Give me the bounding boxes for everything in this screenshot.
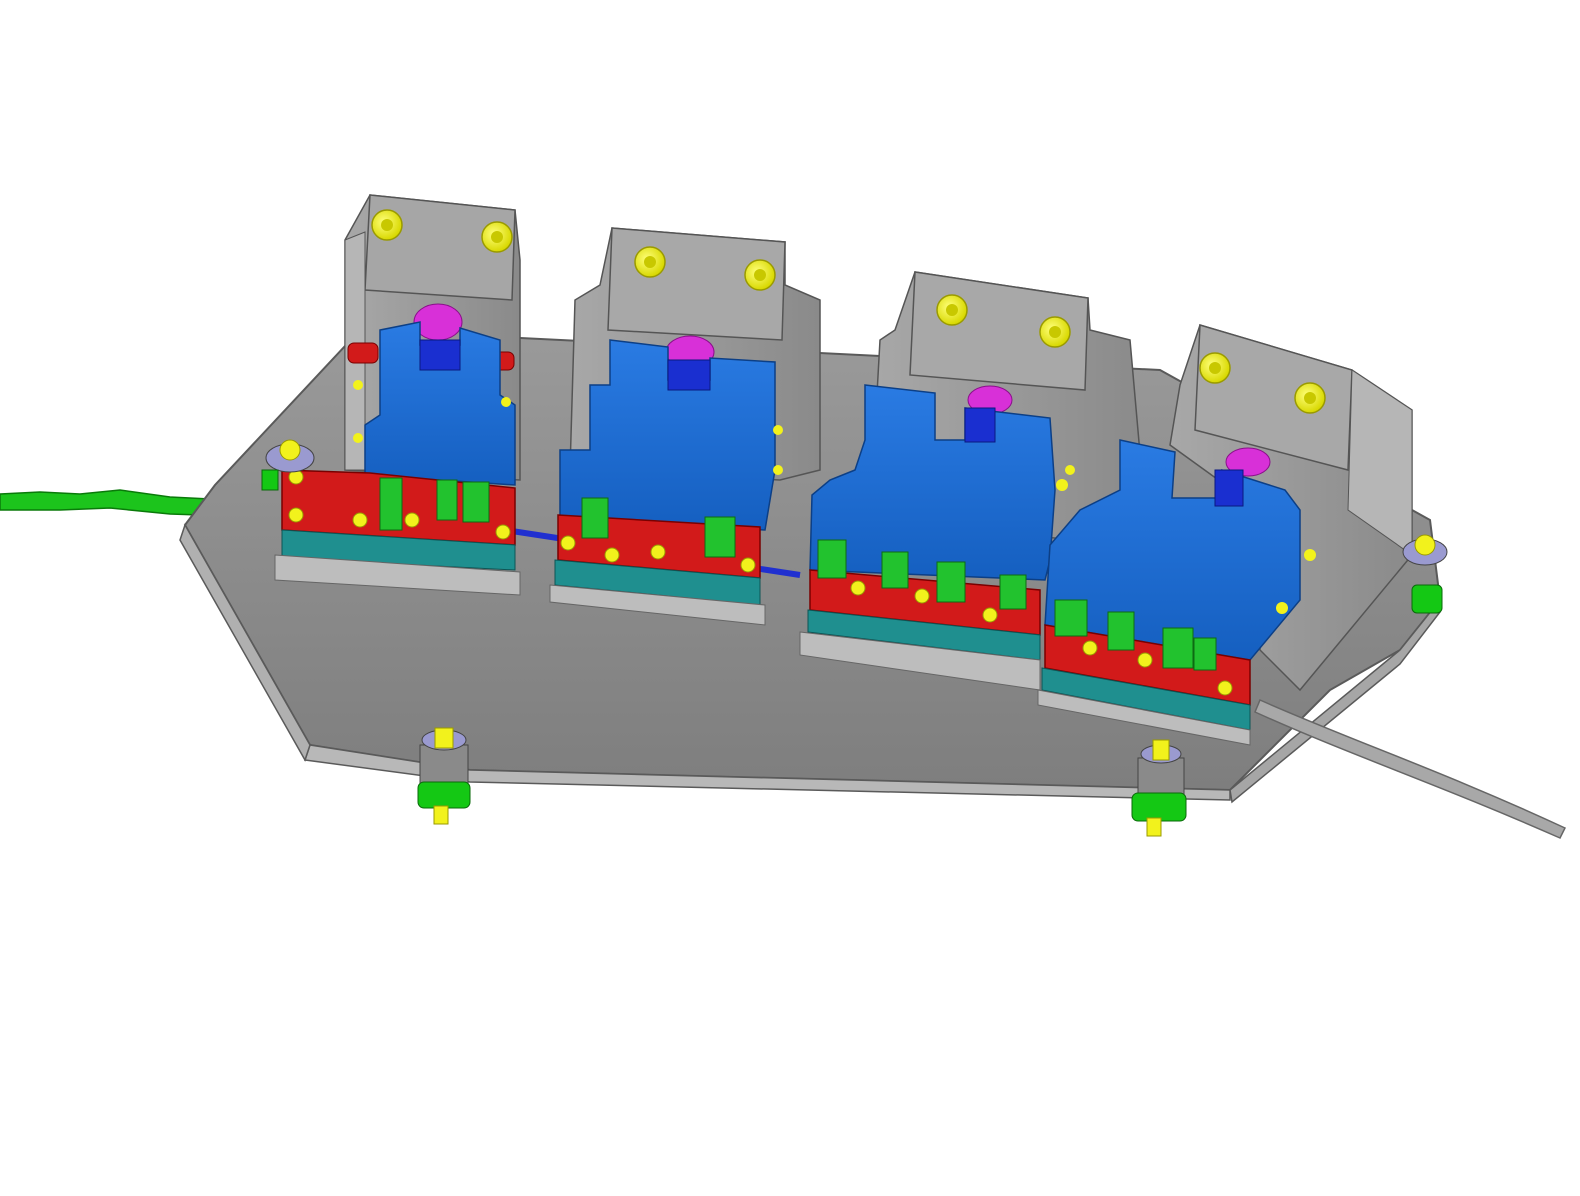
foot-post-back-left [261,439,315,491]
bolt-icon [481,221,513,253]
bolt-icon [1294,382,1326,414]
bolt-icon [1039,316,1071,348]
station-3 [799,271,1146,691]
foot-post-back-right [1402,534,1448,614]
station-1 [274,194,521,596]
knob-icon [1225,447,1271,477]
station-4 [1037,324,1413,746]
foot-post-front-left [417,727,471,825]
station-2 [549,227,821,626]
foot-post-front-right [1131,739,1187,837]
knob-icon [413,303,463,341]
bolt-icon [371,209,403,241]
bolt-icon [936,294,968,326]
bolt-icon [744,259,776,291]
gray-cable [1254,699,1567,839]
bolt-icon [1199,352,1231,384]
bolt-icon [634,246,666,278]
